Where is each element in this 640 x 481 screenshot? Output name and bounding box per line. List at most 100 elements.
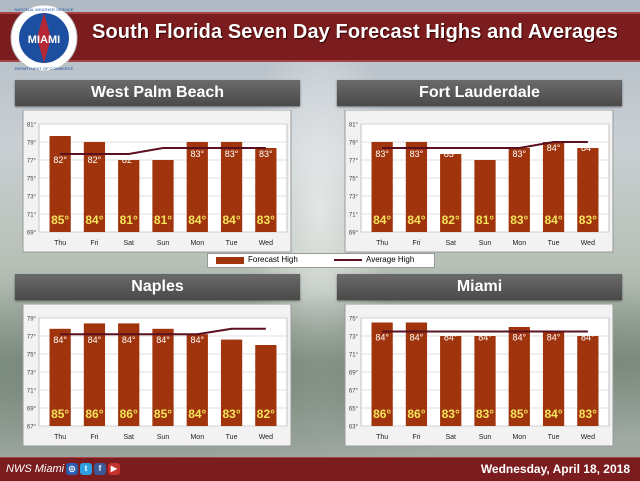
forecast-value-label: 83° <box>579 213 597 227</box>
average-value-label: 84° <box>53 335 67 345</box>
x-tick-label: Thu <box>54 240 66 247</box>
chart-fort-lauderdale: 69° 71° 73° 75° 77° 79° 81° 84° Thu 84° Fri 82° Sat 8… <box>344 110 614 253</box>
y-tick-label: 81° <box>349 123 359 129</box>
legend-forecast-label: Forecast High <box>248 255 298 264</box>
forecast-value-label: 83° <box>442 407 460 421</box>
y-tick-label: 73° <box>27 371 37 377</box>
average-value-label: 83° <box>225 149 239 159</box>
forecast-bar <box>577 148 599 232</box>
y-tick-label: 77° <box>27 159 37 165</box>
x-tick-label: Fri <box>90 240 99 247</box>
x-tick-label: Mon <box>512 434 526 441</box>
forecast-bar <box>405 142 428 232</box>
panel-fort-lauderdale: Fort Lauderdale 69° 71° 73° 75° 77° 79° 81° 84°… <box>337 80 622 260</box>
chart-naples: 67° 69° 71° 73° 75° 77° 79° 85° Thu 86° Fri 86° Sat 8… <box>22 304 292 447</box>
forecast-bar <box>542 142 565 232</box>
y-tick-label: 67° <box>27 425 37 431</box>
y-tick-label: 71° <box>27 389 37 395</box>
legend-forecast-swatch <box>216 257 244 264</box>
y-tick-label: 63° <box>349 425 359 431</box>
forecast-value-label: 83° <box>222 407 240 421</box>
panel-title: Fort Lauderdale <box>337 80 622 106</box>
forecast-value-label: 84° <box>188 407 206 421</box>
y-tick-label: 69° <box>27 407 37 413</box>
forecast-bar <box>118 323 140 426</box>
forecast-value-label: 85° <box>510 407 528 421</box>
forecast-value-label: 83° <box>476 407 494 421</box>
average-value-label: 83° <box>259 149 273 159</box>
x-tick-label: Tue <box>548 240 560 247</box>
forecast-value-label: 85° <box>154 407 172 421</box>
average-value-label: 84° <box>122 335 136 345</box>
average-value-label: 83° <box>444 149 458 159</box>
x-tick-label: Tue <box>226 434 238 441</box>
youtube-icon[interactable]: ▶ <box>108 463 120 475</box>
y-tick-label: 79° <box>27 141 37 147</box>
average-value-label: 82° <box>53 155 67 165</box>
header-bar <box>0 12 640 62</box>
forecast-bar <box>371 142 393 232</box>
forecast-bar <box>186 334 208 426</box>
average-value-label: 83° <box>512 149 526 159</box>
forecast-bar <box>474 336 496 426</box>
logo-bottom-text: DEPARTMENT OF COMMERCE <box>15 66 74 71</box>
y-tick-label: 79° <box>349 141 359 147</box>
average-line <box>382 141 588 149</box>
y-tick-label: 69° <box>349 371 359 377</box>
forecast-bar <box>152 160 174 232</box>
panel-title: Naples <box>15 274 300 300</box>
chart-legend: Forecast High Average High <box>207 253 435 268</box>
forecast-value-label: 86° <box>120 407 138 421</box>
forecast-bar <box>440 336 462 426</box>
average-value-label: 84° <box>156 335 170 345</box>
page-title: South Florida Seven Day Forecast Highs a… <box>92 21 618 43</box>
y-tick-label: 73° <box>27 195 37 201</box>
y-tick-label: 71° <box>349 353 359 359</box>
average-value-label: 84° <box>547 143 561 153</box>
y-tick-label: 75° <box>349 177 359 183</box>
average-value-label: 84° <box>478 333 492 343</box>
y-tick-label: 77° <box>349 159 359 165</box>
forecast-value-label: 83° <box>510 213 528 227</box>
average-value-label: 85° <box>225 330 239 340</box>
facebook-icon[interactable]: f <box>94 463 106 475</box>
y-tick-label: 69° <box>349 231 359 237</box>
forecast-bar <box>508 148 530 232</box>
forecast-bar <box>186 142 208 232</box>
panel-west-palm-beach: West Palm Beach 69° 71° 73° 75° 77° 79° 81° 85°… <box>15 80 300 260</box>
forecast-bar <box>508 327 530 426</box>
x-tick-label: Tue <box>226 240 238 247</box>
average-value-label: 83° <box>410 149 424 159</box>
x-tick-label: Sat <box>123 240 134 247</box>
x-tick-label: Wed <box>259 434 273 441</box>
x-tick-label: Sat <box>123 434 134 441</box>
forecast-value-label: 86° <box>373 407 391 421</box>
logo-top-text: NATIONAL WEATHER SERVICE <box>15 7 74 12</box>
y-tick-label: 67° <box>349 389 359 395</box>
forecast-value-label: 84° <box>222 213 240 227</box>
average-line <box>60 327 266 336</box>
y-tick-label: 69° <box>27 231 37 237</box>
average-value-label: 84° <box>512 333 526 343</box>
average-value-label: 83° <box>478 149 492 159</box>
y-tick-label: 75° <box>27 353 37 359</box>
panel-naples: Naples 67° 69° 71° 73° 75° 77° 79° 85° Thu 86° Fri… <box>15 274 300 454</box>
nws-icon[interactable]: ◎ <box>66 463 78 475</box>
average-value-label: 83° <box>375 149 389 159</box>
x-tick-label: Fri <box>90 434 99 441</box>
x-tick-label: Sat <box>445 434 456 441</box>
forecast-bar <box>474 160 496 232</box>
legend-average-label: Average High <box>366 255 415 264</box>
twitter-icon[interactable]: t <box>80 463 92 475</box>
average-value-label: 83° <box>190 149 204 159</box>
average-value-label: 85° <box>259 330 273 340</box>
forecast-bar <box>220 339 243 426</box>
x-tick-label: Sun <box>479 434 492 441</box>
forecast-bar <box>118 160 140 232</box>
logo-center-text: MIAMI <box>28 34 60 46</box>
forecast-value-label: 83° <box>579 407 597 421</box>
footer-office: NWS Miami <box>6 463 65 475</box>
forecast-bar <box>255 345 277 426</box>
forecast-bar <box>83 323 106 426</box>
x-tick-label: Sun <box>157 434 170 441</box>
